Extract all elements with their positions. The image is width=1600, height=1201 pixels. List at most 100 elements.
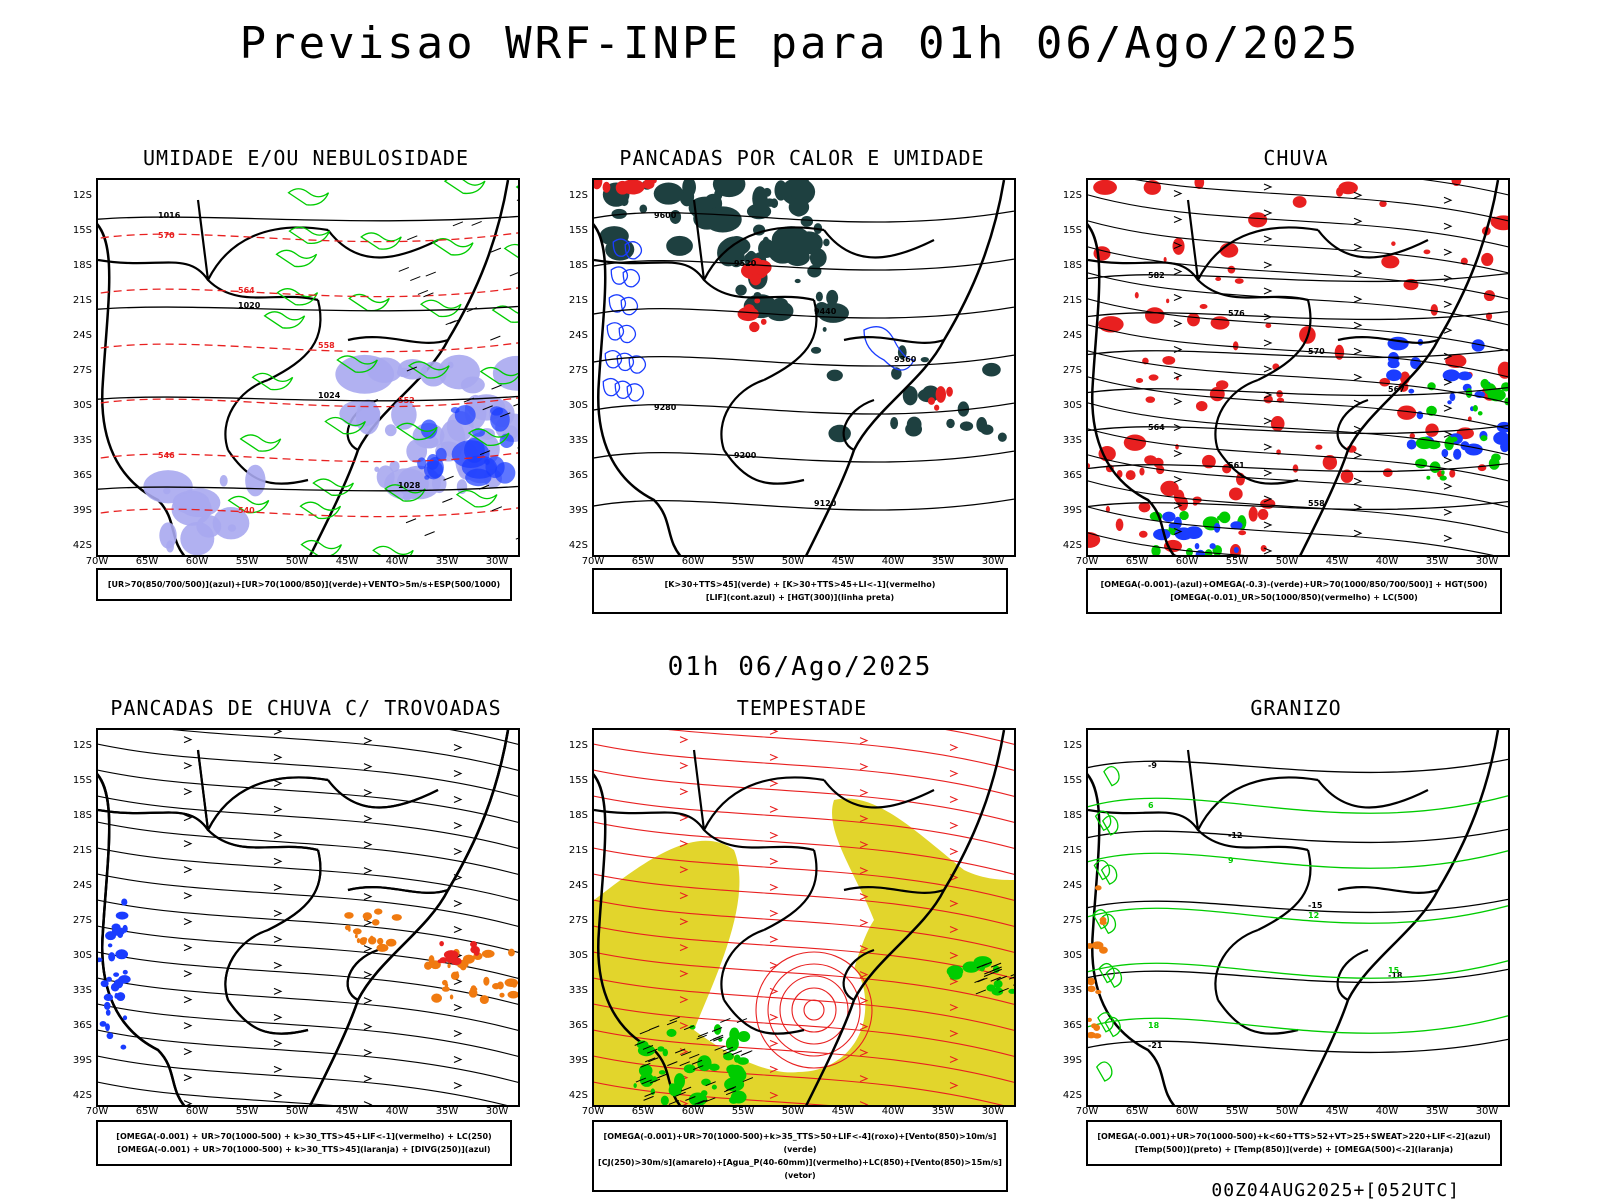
field-patch xyxy=(480,995,489,1004)
legend-line: [Temp(500)](preto) + [Temp(850)](verde) … xyxy=(1090,1143,1498,1156)
latitude-tick-label: 42S xyxy=(562,540,588,551)
field-patch xyxy=(1431,304,1438,316)
longitude-tick-label: 30W xyxy=(978,556,1008,567)
wind-vector xyxy=(453,222,463,226)
streamline-arrow xyxy=(454,744,461,750)
wind-vector xyxy=(492,385,502,389)
field-patch xyxy=(385,424,397,436)
streamline-arrow xyxy=(274,730,281,734)
field-patch xyxy=(946,419,955,428)
country-border xyxy=(228,450,308,484)
field-patch xyxy=(763,237,769,244)
field-patch xyxy=(429,955,435,964)
streamline-arrow xyxy=(770,832,777,838)
country-border xyxy=(844,337,944,343)
streamline-arrow xyxy=(1354,530,1361,536)
streamline-arrow xyxy=(950,744,957,750)
latitude-tick-label: 12S xyxy=(1056,190,1082,201)
streamline-arrow xyxy=(274,1092,281,1098)
country-border xyxy=(348,887,448,893)
panel-legend: [K>30+TTS>45](verde) + [K>30+TTS>45+LI<-… xyxy=(592,568,1008,614)
streamline-arrow xyxy=(274,780,281,786)
field-patch xyxy=(439,941,444,946)
longitude-tick-label: 55W xyxy=(1222,1106,1252,1117)
field-patch xyxy=(108,943,113,947)
field-patch xyxy=(677,1085,682,1092)
streamline-arrow xyxy=(364,764,371,770)
field-patch xyxy=(107,1032,114,1039)
latitude-tick-label: 27S xyxy=(66,365,92,376)
field-patch xyxy=(1440,476,1447,481)
latitude-tick-label: 21S xyxy=(1056,295,1082,306)
lif-contour xyxy=(627,384,643,401)
field-patch xyxy=(367,357,403,383)
field-patch xyxy=(113,972,119,976)
field-patch xyxy=(1216,380,1228,389)
coastline-west xyxy=(1088,770,1178,1105)
contour-label: 9 xyxy=(1228,856,1234,865)
field-patch xyxy=(811,347,821,354)
temp850-contour xyxy=(1104,767,1119,786)
forecast-map xyxy=(96,728,520,1107)
longitude-tick-label: 35W xyxy=(432,556,462,567)
streamline xyxy=(98,976,518,1036)
streamline-arrow xyxy=(364,790,371,796)
streamline-arrow xyxy=(364,1102,371,1105)
streamline-arrow xyxy=(364,894,371,900)
field-patch xyxy=(638,1045,655,1057)
streamline-arrow xyxy=(364,816,371,822)
field-patch xyxy=(1441,449,1448,458)
field-patch xyxy=(1504,398,1508,406)
field-patch xyxy=(772,298,788,309)
longitude-tick-label: 70W xyxy=(1072,556,1102,567)
country-border xyxy=(1338,887,1438,893)
panel-title: UMIDADE E/OU NEBULOSIDADE xyxy=(96,146,516,170)
streamline xyxy=(594,742,1014,802)
streamline-arrow xyxy=(184,841,191,847)
longitude-tick-label: 45W xyxy=(332,1106,362,1117)
panel-legend: [OMEGA(-0.001)-(azul)+OMEGA(-0.3)-(verde… xyxy=(1086,568,1502,614)
field-patch xyxy=(1139,531,1148,538)
field-patch xyxy=(1166,299,1169,304)
streamline-arrow xyxy=(1444,509,1451,515)
contour-label: 570 xyxy=(1308,347,1325,356)
country-border xyxy=(228,1000,308,1034)
field-patch xyxy=(1389,373,1394,380)
streamline-arrow xyxy=(274,884,281,890)
field-patch xyxy=(106,1009,111,1015)
country-border xyxy=(1198,227,1318,280)
field-patch xyxy=(392,914,402,921)
humidity-contour xyxy=(277,250,317,266)
longitude-tick-label: 45W xyxy=(332,556,362,567)
streamline-arrow xyxy=(364,972,371,978)
streamline-arrow xyxy=(364,842,371,848)
latitude-tick-label: 12S xyxy=(66,740,92,751)
field-patch xyxy=(709,1064,720,1071)
streamline-arrow xyxy=(274,806,281,812)
field-patch xyxy=(1211,316,1230,329)
field-patch xyxy=(1219,512,1231,524)
streamline-arrow xyxy=(1264,522,1271,528)
field-patch xyxy=(445,983,448,988)
streamline-arrow xyxy=(364,868,371,874)
field-patch xyxy=(1145,307,1164,324)
field-patch xyxy=(348,928,351,932)
field-patch xyxy=(1127,439,1131,443)
streamline-arrow xyxy=(184,789,191,795)
streamline-arrow xyxy=(184,1101,191,1105)
field-patch xyxy=(735,285,746,296)
field-patch xyxy=(752,186,767,211)
streamline xyxy=(98,742,518,802)
longitude-tick-label: 60W xyxy=(1172,556,1202,567)
streamline-arrow xyxy=(680,737,687,743)
streamline-arrow xyxy=(454,1030,461,1036)
contour-label: -15 xyxy=(1308,901,1323,910)
field-patch xyxy=(928,397,935,405)
latitude-tick-label: 15S xyxy=(1056,225,1082,236)
field-patch xyxy=(512,982,518,987)
field-patch xyxy=(106,977,112,982)
humidity-contour xyxy=(433,239,473,255)
field-patch xyxy=(344,912,353,919)
contour-label: 1016 xyxy=(158,211,181,220)
country-border xyxy=(208,777,328,830)
